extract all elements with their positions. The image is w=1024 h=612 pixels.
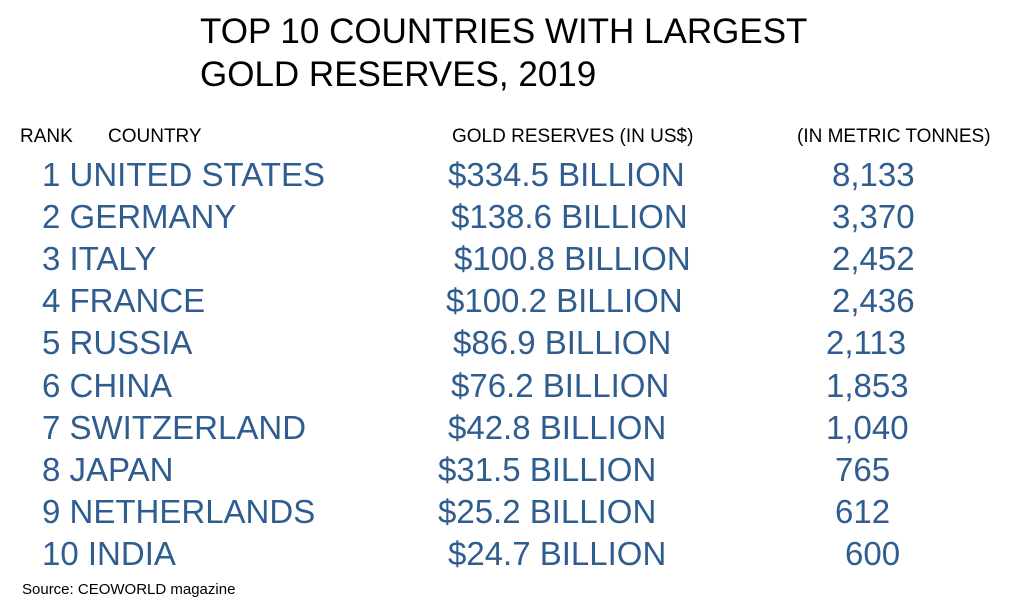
rank-and-country-cell: 7 SWITZERLAND (42, 408, 307, 446)
rank-and-country-cell: 5 RUSSIA (42, 324, 193, 362)
table-row: 7 SWITZERLAND $42.8 BILLION 1,040 (0, 407, 1024, 449)
table-row: 4 FRANCE $100.2 BILLION 2,436 (0, 280, 1024, 322)
table-row: 1 UNITED STATES $334.5 BILLION 8,133 (0, 154, 1024, 196)
gold-reserves-usd-cell: $334.5 BILLION (448, 156, 685, 193)
column-header-gold-reserves-usd: GOLD RESERVES (IN US$) (452, 126, 694, 147)
table-row: 2 GERMANY $138.6 BILLION 3,370 (0, 196, 1024, 238)
gold-reserves-usd-cell: $76.2 BILLION (451, 366, 670, 404)
gold-reserves-usd-cell: $24.7 BILLION (448, 534, 667, 572)
metric-tonnes-cell: 765 (835, 450, 891, 488)
metric-tonnes-cell: 8,133 (832, 156, 915, 193)
metric-tonnes-cell: 1,040 (826, 408, 909, 446)
gold-reserves-usd-cell: $42.8 BILLION (448, 408, 667, 446)
rank-and-country-cell: 6 CHINA (42, 366, 173, 404)
gold-reserves-usd-cell: $100.8 BILLION (454, 240, 691, 278)
column-header-metric-tonnes: (IN METRIC TONNES) (797, 126, 991, 147)
rank-and-country-cell: 3 ITALY (42, 240, 157, 278)
metric-tonnes-cell: 600 (845, 534, 901, 572)
metric-tonnes-cell: 2,452 (832, 240, 915, 278)
gold-reserves-usd-cell: $31.5 BILLION (438, 450, 657, 488)
rank-and-country-cell: 1 UNITED STATES (42, 156, 325, 193)
rank-and-country-cell: 8 JAPAN (42, 450, 174, 488)
gold-reserves-usd-cell: $138.6 BILLION (451, 198, 688, 236)
metric-tonnes-cell: 3,370 (832, 198, 915, 236)
table-row: 10 INDIA $24.7 BILLION 600 (0, 533, 1024, 575)
gold-reserves-usd-cell: $86.9 BILLION (453, 324, 672, 362)
column-header-country: COUNTRY (108, 126, 202, 147)
source-note: Source: CEOWORLD magazine (22, 581, 236, 598)
metric-tonnes-cell: 2,436 (832, 282, 915, 320)
rank-and-country-cell: 2 GERMANY (42, 198, 237, 236)
metric-tonnes-cell: 612 (835, 492, 891, 530)
table-row: 9 NETHERLANDS $25.2 BILLION 612 (0, 491, 1024, 533)
rank-and-country-cell: 4 FRANCE (42, 282, 206, 320)
chart-title-line-2: GOLD RESERVES, 2019 (200, 55, 597, 94)
rank-and-country-cell: 10 INDIA (42, 534, 176, 572)
table-row: 3 ITALY $100.8 BILLION 2,452 (0, 238, 1024, 280)
gold-reserves-usd-cell: $100.2 BILLION (446, 282, 683, 320)
metric-tonnes-cell: 2,113 (826, 324, 907, 362)
table-row: 6 CHINA $76.2 BILLION 1,853 (0, 365, 1024, 407)
chart-title-line-1: TOP 10 COUNTRIES WITH LARGEST (200, 12, 808, 51)
table-row: 5 RUSSIA $86.9 BILLION 2,113 (0, 322, 1024, 364)
gold-reserves-usd-cell: $25.2 BILLION (438, 492, 657, 530)
metric-tonnes-cell: 1,853 (826, 366, 909, 404)
rank-and-country-cell: 9 NETHERLANDS (42, 492, 316, 530)
column-header-rank: RANK (20, 126, 73, 147)
table-row: 8 JAPAN $31.5 BILLION 765 (0, 449, 1024, 491)
